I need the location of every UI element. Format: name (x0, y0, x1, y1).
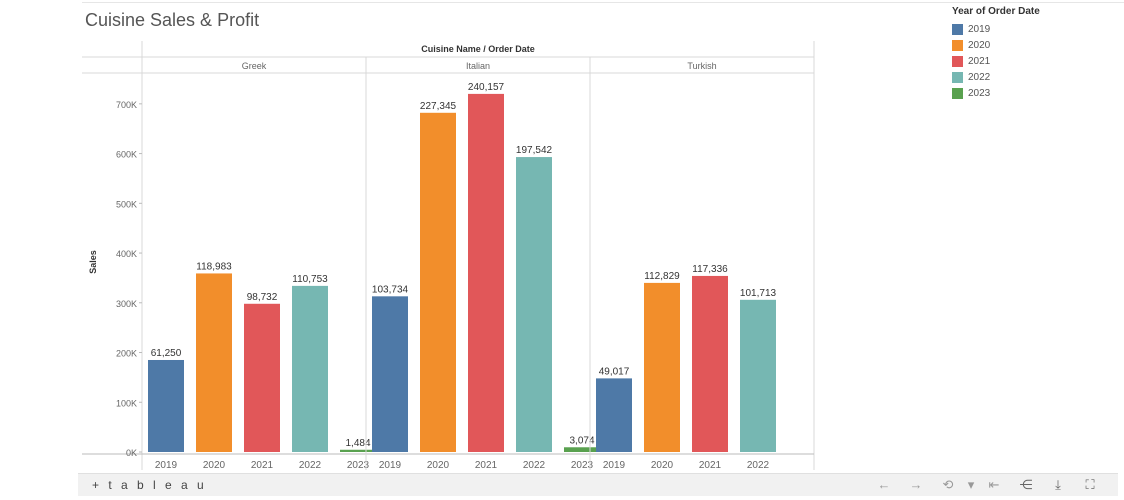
data-label: 101,713 (740, 288, 777, 299)
x-tick-label: 2022 (747, 460, 770, 471)
y-tick-label: 300K (116, 299, 137, 309)
x-tick-label: 2020 (427, 460, 450, 471)
y-tick-label: 0K (126, 448, 137, 458)
fullscreen-icon[interactable]: ⛶ (1085, 477, 1095, 492)
legend-title: Year of Order Date (952, 6, 1040, 17)
bar-greek-2021 (244, 303, 280, 452)
panel-label-turkish: Turkish (687, 61, 716, 71)
x-tick-label: 2021 (475, 460, 498, 471)
legend-label: 2019 (968, 23, 991, 35)
y-tick-label: 400K (116, 249, 137, 259)
bar-greek-2019 (148, 359, 184, 452)
bar-italian-2023 (564, 447, 600, 452)
page-title: Cuisine Sales & Profit (85, 10, 260, 30)
legend-label: 2023 (968, 87, 991, 99)
x-tick-label: 2020 (651, 460, 674, 471)
data-label: 49,017 (599, 366, 630, 377)
x-tick-label: 2021 (251, 460, 274, 471)
x-tick-label: 2020 (203, 460, 226, 471)
panel-label-greek: Greek (242, 61, 267, 71)
legend-item-2022[interactable]: 2022 (952, 69, 1040, 85)
x-tick-label: 2019 (603, 460, 626, 471)
legend-item-2019[interactable]: 2019 (952, 21, 1040, 37)
bar-turkish-2022 (740, 299, 776, 452)
bar-italian-2019 (372, 296, 408, 452)
legend: Year of Order Date 2019 2020 2021 2022 2023 (952, 6, 1040, 101)
y-axis-title: Sales (88, 250, 98, 274)
legend-swatch (952, 23, 963, 35)
data-label: 118,983 (196, 261, 232, 272)
data-label: 117,336 (692, 264, 728, 275)
data-label: 98,732 (247, 292, 278, 303)
y-tick-label: 700K (116, 100, 137, 110)
redo-icon[interactable]: → (909, 477, 923, 492)
download-icon[interactable]: ⤓ (1055, 477, 1061, 492)
bar-turkish-2020 (644, 282, 680, 452)
y-tick-label: 200K (116, 349, 137, 359)
data-label: 112,829 (644, 271, 680, 282)
x-tick-label: 2023 (571, 460, 594, 471)
revert-icon[interactable]: ⟲ (942, 477, 954, 492)
data-label: 103,734 (372, 284, 409, 295)
data-label: 3,074 (569, 435, 594, 446)
share-icon[interactable]: ⋲ (1019, 477, 1033, 492)
tableau-toolbar: + t a b l e a u ← → ⟲ ▾ ⇤ ⋲ ⤓ ⛶ (78, 473, 1118, 496)
dropdown-icon[interactable]: ▾ (967, 477, 975, 492)
y-tick-label: 500K (116, 199, 137, 209)
legend-label: 2021 (968, 55, 991, 67)
reset-icon[interactable]: ⇤ (988, 477, 1000, 492)
data-label: 110,753 (292, 274, 328, 285)
panel-label-italian: Italian (466, 61, 490, 71)
data-label: 197,542 (516, 145, 553, 156)
bar-greek-2023 (340, 449, 376, 452)
bar-greek-2022 (292, 285, 328, 452)
x-tick-label: 2021 (699, 460, 722, 471)
legend-item-2023[interactable]: 2023 (952, 85, 1040, 101)
top-border (82, 2, 1124, 3)
legend-label: 2020 (968, 39, 991, 51)
bar-italian-2020 (420, 112, 456, 452)
data-label: 1,484 (345, 438, 370, 449)
x-tick-label: 2022 (523, 460, 546, 471)
x-tick-label: 2022 (299, 460, 322, 471)
x-tick-label: 2019 (155, 460, 178, 471)
legend-swatch (952, 71, 963, 83)
y-tick-label: 600K (116, 150, 137, 160)
legend-swatch (952, 39, 963, 51)
legend-label: 2022 (968, 71, 991, 83)
undo-icon[interactable]: ← (877, 477, 891, 492)
bar-italian-2022 (516, 157, 552, 452)
legend-item-2020[interactable]: 2020 (952, 37, 1040, 53)
bar-greek-2020 (196, 273, 232, 452)
bar-turkish-2019 (596, 378, 632, 452)
data-label: 61,250 (151, 348, 182, 359)
legend-item-2021[interactable]: 2021 (952, 53, 1040, 69)
tableau-logo[interactable]: + t a b l e a u (92, 478, 207, 492)
legend-swatch (952, 87, 963, 99)
x-axis-title: Cuisine Name / Order Date (421, 44, 535, 54)
data-label: 227,345 (420, 101, 457, 112)
bar-turkish-2021 (692, 275, 728, 452)
y-tick-label: 100K (116, 398, 137, 408)
bar-italian-2021 (468, 93, 504, 452)
legend-swatch (952, 55, 963, 67)
x-tick-label: 2023 (347, 460, 370, 471)
x-tick-label: 2019 (379, 460, 402, 471)
data-label: 240,157 (468, 82, 505, 93)
